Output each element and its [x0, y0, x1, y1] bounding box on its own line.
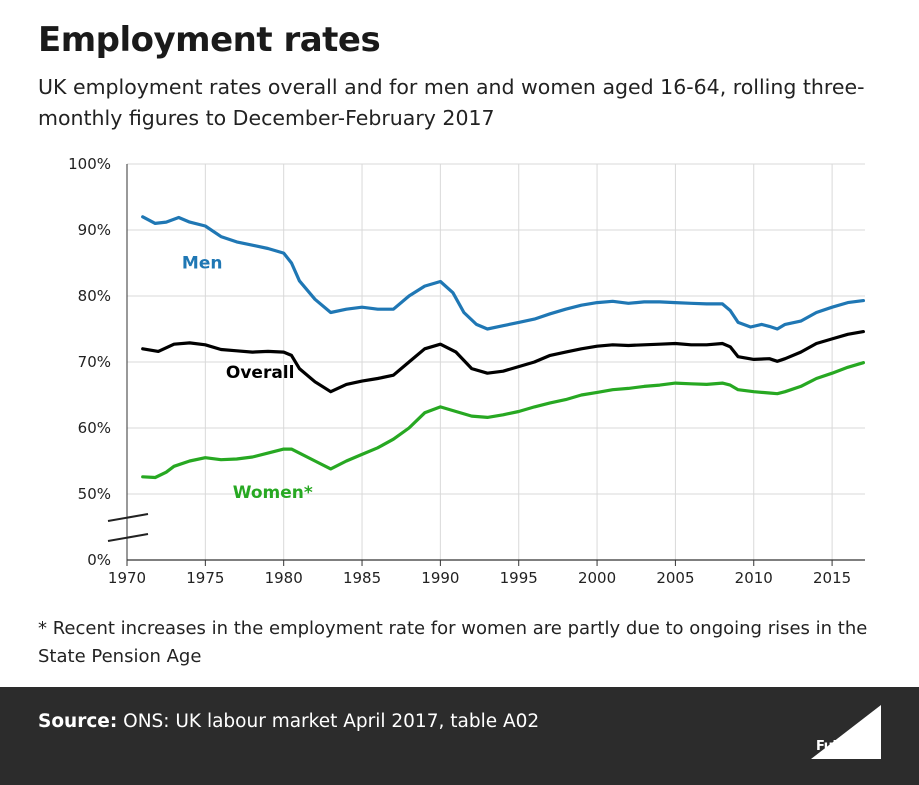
line-chart: 100% 90% 80% 70% 60% 50% 0%1970 1975 1980 1985 199…	[68, 155, 865, 587]
chart-subtitle: UK employment rates overall and for men …	[38, 75, 865, 130]
y-tick-label-70: 70%	[78, 353, 111, 371]
x-tick-label-1970: 1970	[108, 569, 146, 587]
source-label: Source:	[38, 711, 118, 732]
series-labels: Men Overall Women*	[182, 253, 313, 503]
grid-lines	[126, 163, 865, 560]
y-tick-label-100: 100%	[68, 155, 111, 173]
y-tick-label-80: 80%	[78, 287, 111, 305]
x-tick-label-2015: 2015	[813, 569, 851, 587]
full-fact-logo-icon	[811, 705, 881, 759]
source-text: Source: ONS: UK labour market April 2017…	[38, 711, 539, 732]
x-tick-label-2000: 2000	[578, 569, 616, 587]
series-line-men	[141, 215, 865, 331]
y-tick-label-50: 50%	[78, 485, 111, 503]
axis-break-mark-lower	[107, 533, 149, 542]
axes: 100% 90% 80% 70% 60% 50% 0%1970 1975 1980 1985 199…	[68, 155, 865, 587]
footnote: * Recent increases in the employment rat…	[38, 618, 868, 667]
x-tick-label-2010: 2010	[735, 569, 773, 587]
series-lines	[141, 215, 865, 480]
y-tick-label-60: 60%	[78, 419, 111, 437]
x-tick-label-1990: 1990	[421, 569, 459, 587]
series-line-overall	[141, 330, 865, 394]
x-tick-label-1995: 1995	[500, 569, 538, 587]
axis-break-mark-upper	[107, 513, 149, 522]
source-citation: ONS: UK labour market April 2017, table …	[117, 711, 540, 732]
footer-bar: Source: ONS: UK labour market April 2017…	[0, 687, 919, 785]
y-tick-label-0: 0%	[87, 551, 111, 569]
logo-text: Full Fact	[816, 739, 874, 754]
series-label-overall: Overall	[226, 363, 295, 383]
x-tick-label-2005: 2005	[656, 569, 694, 587]
y-tick-label-90: 90%	[78, 221, 111, 239]
x-tick-label-1980: 1980	[265, 569, 303, 587]
series-line-women	[141, 361, 865, 480]
x-tick-label-1975: 1975	[186, 569, 224, 587]
series-label-men: Men	[182, 253, 223, 273]
series-label-women: Women*	[233, 483, 313, 503]
x-tick-label-1985: 1985	[343, 569, 381, 587]
chart-title: Employment rates	[38, 20, 381, 60]
